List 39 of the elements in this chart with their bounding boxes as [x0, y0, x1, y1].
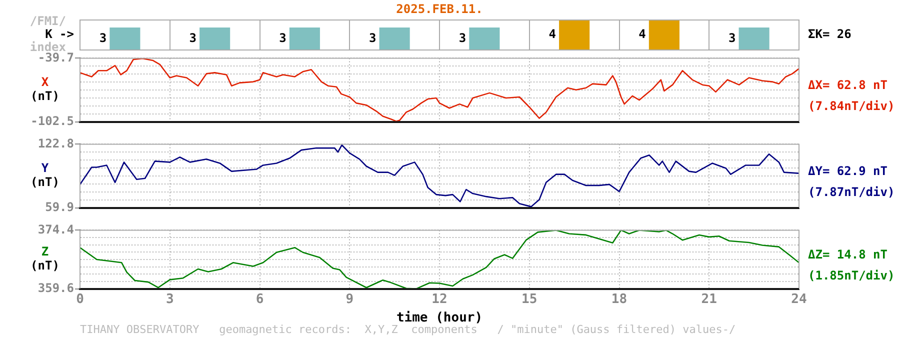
data-label: 3 — [369, 30, 376, 45]
x-tick-label: 3 — [166, 292, 174, 307]
text: Z — [41, 244, 49, 259]
data-label: 3 — [279, 30, 286, 45]
y-axis-title: (nT) — [30, 258, 60, 273]
text: (7.84nT/div) — [808, 99, 895, 114]
y-tick-label: 359.6 — [38, 280, 74, 295]
text: ΔZ= 14.8 nT — [808, 248, 888, 262]
x-tick-label: 12 — [432, 292, 448, 307]
x-tick-label: 0 — [76, 292, 84, 307]
text: Y — [41, 161, 50, 176]
y-axis-title: K -> — [45, 27, 74, 42]
text: X — [41, 75, 50, 90]
data-label: 3 — [189, 30, 197, 45]
y-tick-label: 374.4 — [38, 222, 74, 236]
y-tick-label: -39.7 — [38, 50, 74, 64]
y-axis-title: (nT) — [30, 89, 60, 104]
y-tick-label: 122.8 — [38, 136, 74, 150]
data-label: 3 — [99, 30, 107, 45]
text: (1.85nT/div) — [808, 268, 895, 283]
x-tick-label: 15 — [522, 292, 538, 307]
text: ΔX= 62.8 nT — [808, 78, 888, 92]
data-label: 3 — [728, 30, 736, 45]
data-label: 4 — [638, 27, 646, 42]
x-tick-label: 24 — [791, 292, 807, 307]
x-tick-label: 6 — [256, 292, 264, 307]
y-axis-title: (nT) — [30, 175, 60, 190]
text: /FMI/ — [30, 14, 66, 28]
x-tick-label: 18 — [611, 292, 628, 307]
text: (7.87nT/div) — [808, 185, 895, 200]
data-label: 4 — [548, 27, 556, 42]
y-tick-label: -102.5 — [30, 114, 74, 128]
x-tick-label: 9 — [346, 292, 354, 307]
data-label: 3 — [458, 30, 466, 45]
y-tick-label: 59.9 — [45, 200, 74, 214]
chart-title: 2025.FEB.11. — [396, 2, 483, 16]
text: ΔY= 62.9 nT — [808, 164, 888, 178]
x-tick-label: 21 — [701, 292, 718, 307]
text: ΣK= 26 — [808, 27, 852, 42]
